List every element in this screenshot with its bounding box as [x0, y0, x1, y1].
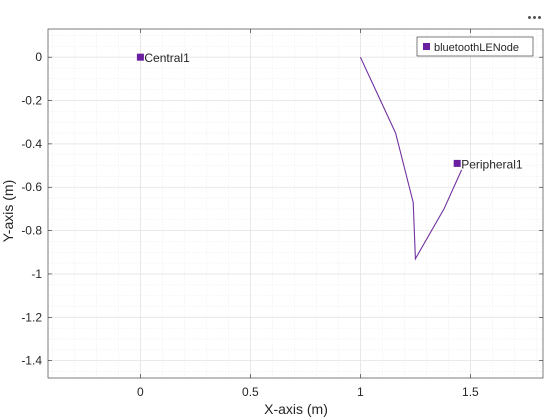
legend-box[interactable]	[416, 36, 534, 57]
y-tick-label: -1	[31, 267, 42, 281]
y-axis-label: Y-axis (m)	[0, 180, 16, 243]
y-tick-label: 0	[35, 50, 42, 64]
y-tick-label: -0.4	[21, 137, 42, 151]
plot-area	[48, 29, 543, 378]
node-marker-central1[interactable]	[136, 53, 144, 61]
x-tick-label: 1	[357, 385, 364, 399]
node-label-central1: Central1	[144, 51, 190, 65]
x-tick-label: 0	[137, 385, 144, 399]
y-tick-label: -1.4	[21, 354, 42, 368]
axes-frame	[47, 28, 544, 379]
x-axis-label: X-axis (m)	[264, 401, 328, 417]
legend-entry: bluetoothLENode	[434, 42, 519, 54]
node-marker-peripheral1[interactable]	[453, 159, 461, 167]
node-label-peripheral1: Peripheral1	[461, 157, 523, 171]
y-tick-label: -0.2	[21, 94, 42, 108]
x-tick-label: 0.5	[242, 385, 259, 399]
y-tick-label: -0.6	[21, 180, 42, 194]
legend-marker	[423, 43, 430, 50]
y-tick-label: -1.2	[21, 310, 42, 324]
x-tick-label: 1.5	[462, 385, 479, 399]
grid	[48, 29, 543, 378]
movement-path-line	[359, 56, 463, 261]
y-tick-label: -0.8	[21, 224, 42, 238]
axes-box	[47, 28, 544, 379]
more-options-icon[interactable]	[522, 6, 546, 22]
